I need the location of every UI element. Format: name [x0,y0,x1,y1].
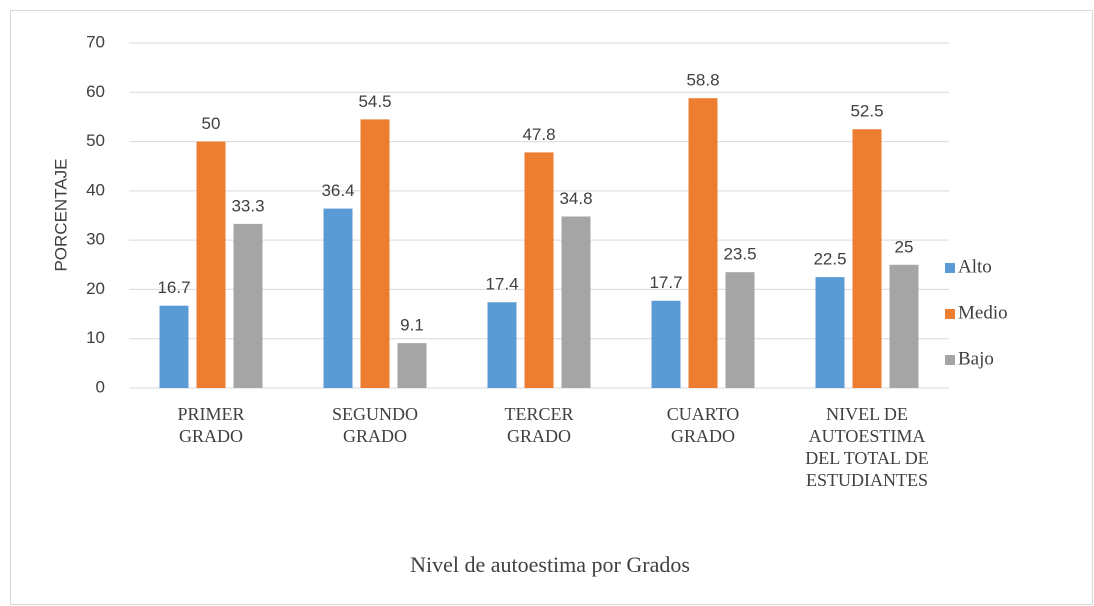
bar [360,119,390,389]
bar [688,98,718,388]
value-label: 25 [895,237,914,256]
bar [196,141,226,388]
value-label: 58.8 [686,71,719,90]
value-label: 23.5 [723,245,756,264]
value-label: 22.5 [813,250,846,269]
bar [524,152,554,388]
bar [852,129,882,388]
value-label: 17.4 [485,275,518,294]
bar [651,300,681,388]
legend-label: Medio [958,302,1008,323]
value-label: 54.5 [358,92,391,111]
y-tick-label: 70 [86,32,105,51]
bar [323,208,353,388]
y-tick-label: 40 [86,180,105,199]
bar [561,216,591,388]
bar [233,223,263,388]
bar [889,264,919,388]
bar [397,343,427,388]
value-label: 36.4 [321,181,354,200]
value-label: 34.8 [559,189,592,208]
value-label: 47.8 [522,125,555,144]
x-tick-label: TERCER GRADO [504,404,574,446]
value-label: 9.1 [400,316,424,335]
chart-border [10,10,1093,605]
legend-swatch [945,263,955,273]
legend-swatch [945,309,955,319]
chart-title: Nivel de autoestima por Grados [410,552,690,577]
x-tick-label: CUARTO GRADO [666,404,740,446]
bar [725,272,755,388]
y-axis-label: PORCENTAJE [51,158,70,271]
x-tick-label: PRIMER GRADO [177,404,245,446]
y-tick-label: 20 [86,279,105,298]
bar [815,277,845,388]
value-label: 16.7 [157,278,190,297]
legend-label: Alto [958,256,992,277]
y-tick-label: 60 [86,82,105,101]
y-tick-label: 50 [86,131,105,150]
bar [487,302,517,388]
value-label: 50 [202,114,221,133]
x-tick-label: SEGUNDO GRADO [331,404,418,446]
value-label: 52.5 [850,102,883,121]
x-tick-label: NIVEL DE AUTOESTIMA DEL TOTAL DE ESTUDIA… [805,404,929,490]
value-label: 17.7 [649,273,682,292]
y-tick-label: 30 [86,230,105,249]
y-tick-label: 0 [96,377,105,396]
bar [159,305,189,388]
legend-swatch [945,355,955,365]
y-tick-label: 10 [86,328,105,347]
legend-label: Bajo [958,348,994,369]
value-label: 33.3 [231,196,264,215]
